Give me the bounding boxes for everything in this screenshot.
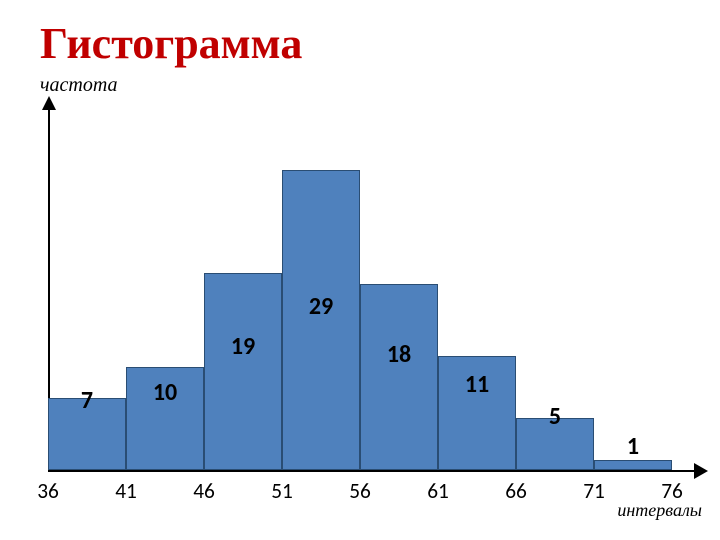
bar-value-label: 19 [223,332,263,361]
bar-value-label: 18 [379,340,419,369]
histogram-bar [204,273,282,470]
x-tick-label: 71 [574,478,614,504]
bar-value-label: 11 [457,370,497,399]
x-tick-label: 66 [496,478,536,504]
x-axis-line [48,470,696,472]
bar-value-label: 7 [67,386,107,415]
x-tick-label: 56 [340,478,380,504]
histogram-bar [360,284,438,470]
x-tick-label: 36 [28,478,68,504]
histogram-plot: 7 10 19 29 18 11 5 1 36 41 46 51 56 61 6… [0,0,720,540]
histogram-bar [594,460,672,470]
bar-value-label: 29 [301,292,341,321]
y-axis-arrow-icon [42,96,56,110]
x-tick-label: 41 [106,478,146,504]
x-tick-label: 46 [184,478,224,504]
bar-value-label: 10 [145,378,185,407]
x-tick-label: 61 [418,478,458,504]
x-axis-arrow-icon [694,463,708,479]
bar-value-label: 5 [535,402,575,431]
x-tick-label: 76 [652,478,692,504]
x-tick-label: 51 [262,478,302,504]
bar-value-label: 1 [613,432,653,461]
